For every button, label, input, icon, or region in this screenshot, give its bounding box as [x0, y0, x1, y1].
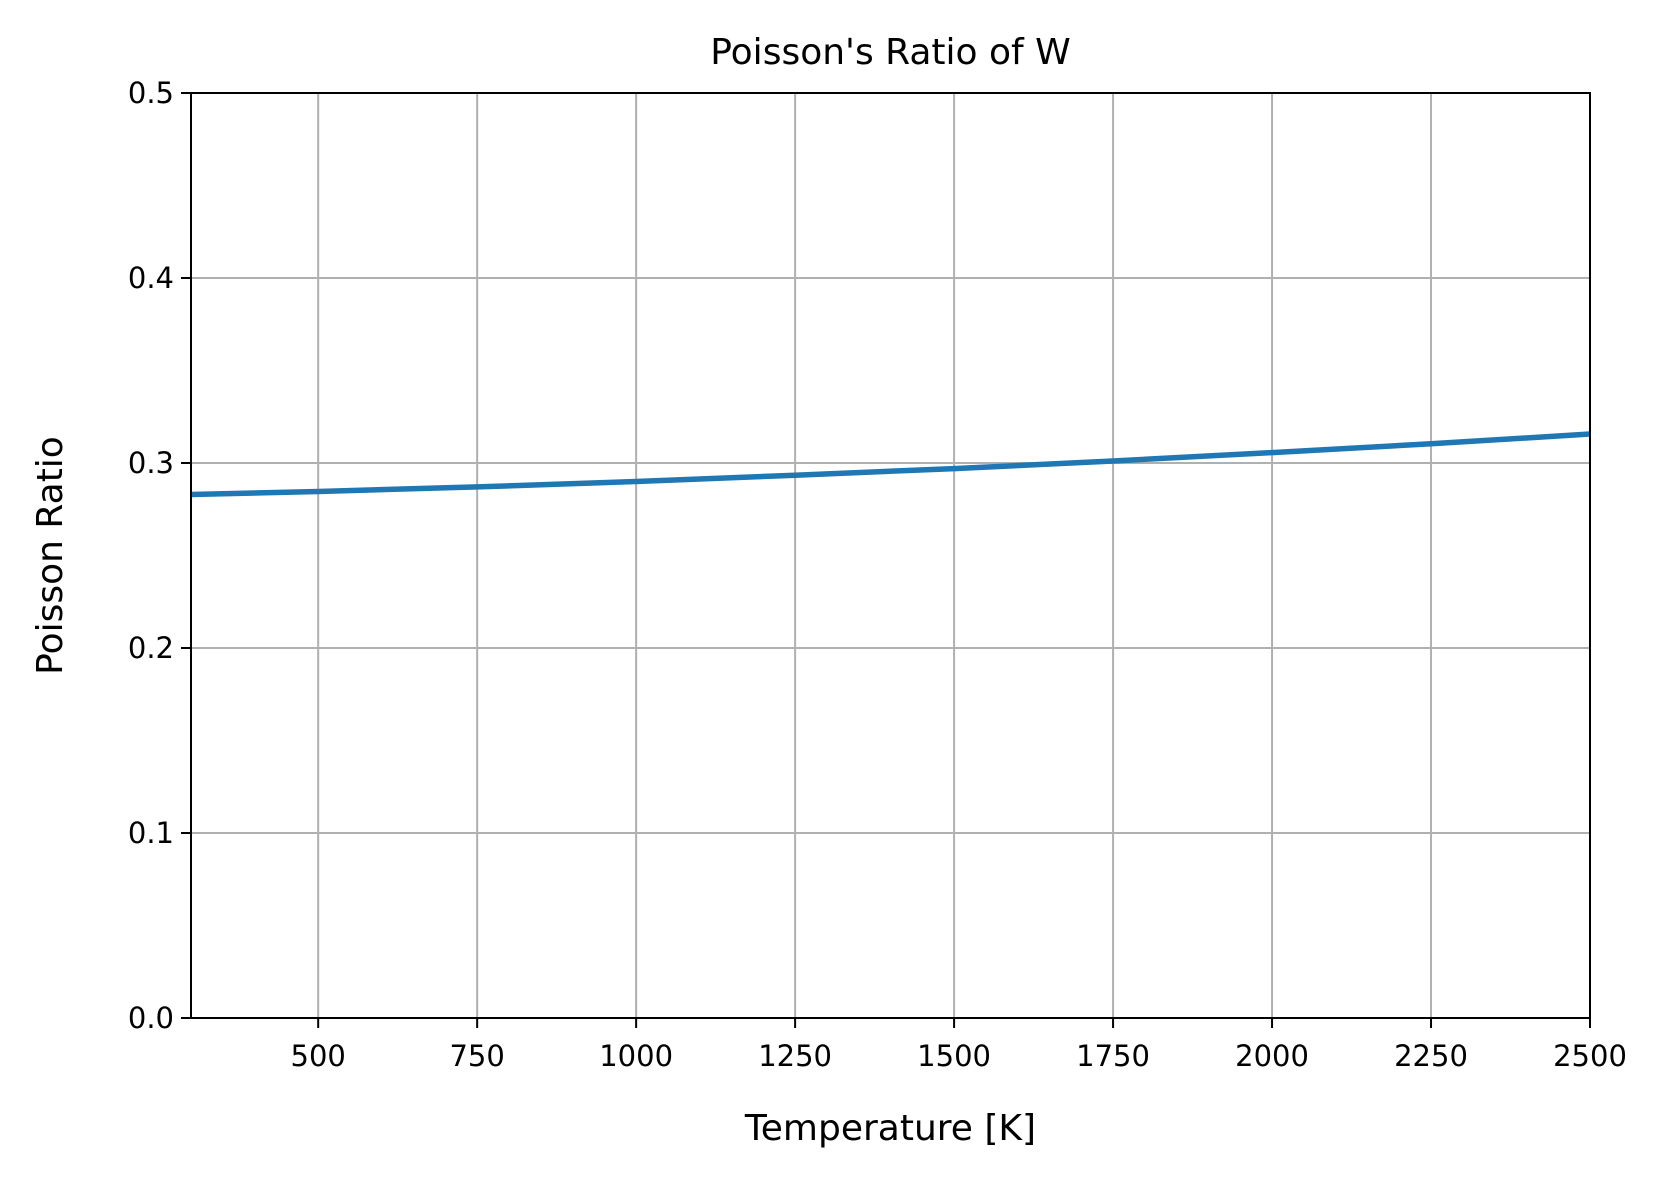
y-tick-label: 0.5: [128, 76, 174, 110]
x-axis-label: Temperature [K]: [744, 1108, 1036, 1149]
y-tick-label: 0.1: [128, 816, 174, 850]
ticks: 500 750 1000 1250 1500 1750 2000 2250 2500 0.0 0.1…: [128, 76, 1627, 1073]
y-axis-label: Poisson Ratio: [30, 436, 71, 675]
x-tick-label: 1500: [917, 1039, 991, 1073]
x-tick-label: 2000: [1235, 1039, 1309, 1073]
series-layer: [190, 431, 1591, 498]
y-tick-label: 0.2: [128, 631, 174, 665]
x-tick-label: 1250: [758, 1039, 832, 1073]
y-tick-label: 0.4: [128, 261, 174, 295]
plot-frame: [190, 92, 1591, 1019]
x-tick-label: 750: [449, 1039, 504, 1073]
y-tick-label: 0.0: [128, 1001, 174, 1035]
chart-title: Poisson's Ratio of W: [710, 32, 1071, 73]
y-tick-label: 0.3: [128, 446, 174, 480]
series-line: [190, 431, 1591, 498]
x-tick-label: 2500: [1553, 1039, 1627, 1073]
x-tick-label: 2250: [1394, 1039, 1468, 1073]
grid: [191, 92, 1591, 1019]
x-tick-label: 1000: [599, 1039, 673, 1073]
x-tick-label: 1750: [1076, 1039, 1150, 1073]
x-tick-label: 500: [291, 1039, 346, 1073]
